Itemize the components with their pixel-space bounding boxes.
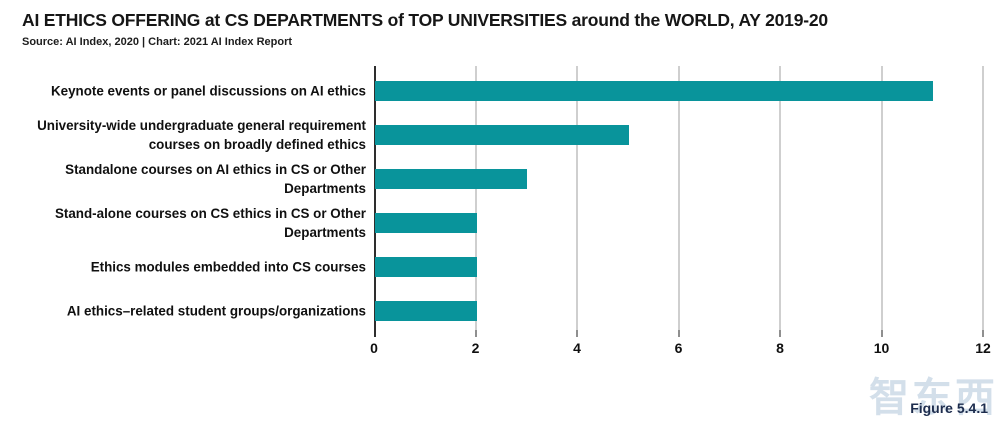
chart-title: AI ETHICS OFFERING at CS DEPARTMENTS of …	[22, 10, 828, 30]
chart-source-line: Source: AI Index, 2020 | Chart: 2021 AI …	[22, 36, 293, 48]
x-tick-label: 12	[975, 340, 991, 356]
bar	[375, 301, 477, 321]
bar	[375, 169, 527, 189]
category-label: Ethics modules embedded into CS courses	[14, 258, 366, 277]
x-tick-label: 8	[776, 340, 784, 356]
x-tick-label: 4	[573, 340, 581, 356]
category-label-line: courses on broadly defined ethics	[148, 137, 366, 152]
gridline	[880, 66, 883, 330]
category-label: AI ethics–related student groups/organiz…	[14, 302, 366, 321]
gridline	[982, 66, 984, 330]
bar	[375, 213, 477, 233]
axis-tick	[576, 330, 578, 337]
gridline	[576, 66, 578, 330]
x-tick-label: 6	[674, 340, 683, 356]
category-label-line: Ethics modules embedded into CS courses	[90, 259, 366, 275]
gridline	[677, 66, 680, 330]
axis-tick	[982, 330, 984, 337]
y-axis-line	[374, 66, 376, 337]
gridline	[474, 66, 477, 330]
axis-tick	[779, 330, 781, 337]
figure-number-label: Figure 5.4.1	[910, 400, 988, 416]
category-label: University-wide undergraduate general re…	[14, 116, 366, 154]
category-label-line: Standalone courses on AI ethics in CS or…	[65, 162, 366, 177]
gridline	[779, 66, 781, 330]
bar	[375, 81, 933, 101]
category-label-line: Stand-alone courses on CS ethics in CS o…	[54, 206, 366, 221]
bar	[375, 257, 477, 277]
bar	[375, 125, 629, 145]
category-label-line: Departments	[284, 225, 366, 240]
axis-tick	[474, 330, 477, 337]
category-label-line: AI ethics–related student groups/organiz…	[66, 303, 366, 319]
category-label-line: University-wide undergraduate general re…	[37, 118, 366, 133]
category-label-line: Departments	[284, 181, 366, 196]
x-tick-label: 0	[370, 340, 378, 356]
axis-tick	[677, 330, 680, 337]
x-tick-label: 10	[873, 340, 890, 356]
category-label: Keynote events or panel discussions on A…	[14, 82, 366, 101]
watermark-text: 智东西	[869, 376, 998, 420]
x-tick-label: 2	[471, 340, 480, 356]
category-label: Standalone courses on AI ethics in CS or…	[14, 160, 366, 198]
category-label: Stand-alone courses on CS ethics in CS o…	[14, 204, 366, 242]
category-label-line: Keynote events or panel discussions on A…	[50, 83, 366, 99]
axis-tick	[880, 330, 883, 337]
